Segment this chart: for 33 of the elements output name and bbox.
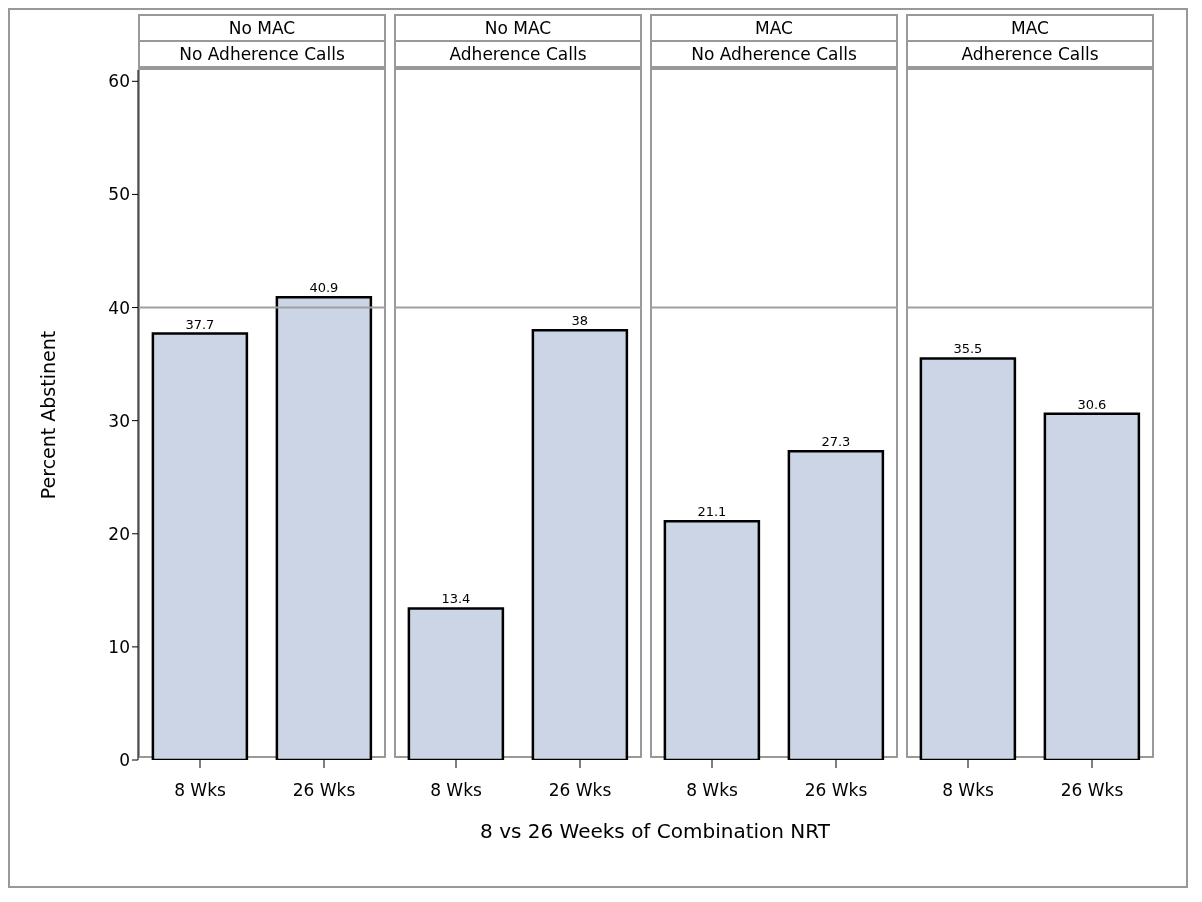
y-tick-label: 20 [108,523,130,544]
y-tick-label: 30 [108,410,130,431]
chart-subtitle: Adherence Calls [394,40,642,70]
y-tick-label: 60 [108,71,130,92]
x-tick-label: 8 Wks [686,780,739,801]
chart-subtitle: No Adherence Calls [650,40,898,70]
chart-title: MAC [906,14,1154,40]
data-label: 35.5 [953,341,983,357]
chart-title: No MAC [394,14,642,40]
chart-subtitle: Adherence Calls [906,40,1154,70]
x-tick-label: 26 Wks [292,780,356,801]
data-label: 37.7 [185,316,215,332]
y-axis-title: Percent Abstinent [36,330,59,500]
chart-title: No MAC [138,14,386,40]
chart-title: MAC [650,14,898,40]
x-tick-label: 26 Wks [1060,780,1124,801]
x-tick-label: 26 Wks [804,780,868,801]
data-label: 13.4 [441,591,471,607]
chart-subtitle: No Adherence Calls [138,40,386,70]
data-label: 21.1 [697,504,727,520]
x-tick-label: 8 Wks [430,780,483,801]
data-label: 40.9 [309,280,339,296]
y-tick-label: 10 [108,636,130,657]
data-label: 27.3 [821,434,851,450]
x-tick-label: 8 Wks [174,780,227,801]
x-axis-title: 8 vs 26 Weeks of Combination NRT [479,819,831,843]
data-label: 38 [571,313,589,329]
y-tick-label: 0 [119,750,130,771]
data-label: 30.6 [1077,396,1107,412]
x-tick-label: 8 Wks [942,780,995,801]
y-tick-label: 50 [108,184,130,205]
y-tick-label: 40 [108,297,130,318]
x-tick-label: 26 Wks [548,780,612,801]
